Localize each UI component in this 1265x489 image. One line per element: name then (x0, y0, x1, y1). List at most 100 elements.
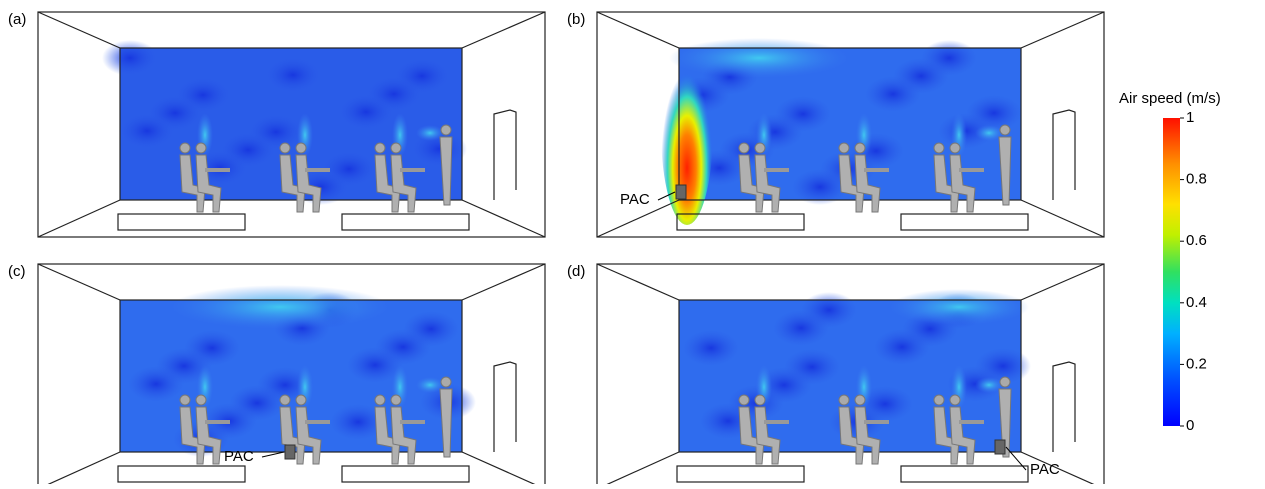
room-edge (462, 264, 545, 300)
flow-blob (874, 329, 930, 365)
occupant-head (196, 143, 206, 153)
desk (764, 420, 789, 424)
occupant-head (375, 143, 385, 153)
bench (118, 214, 245, 230)
bench (677, 466, 804, 482)
desk (400, 420, 425, 424)
flow-blob (265, 57, 321, 93)
occupant-head (950, 143, 960, 153)
desk (305, 420, 330, 424)
occupant-head (296, 395, 306, 405)
desk (205, 168, 230, 172)
occupant-head (739, 395, 749, 405)
bench (118, 466, 245, 482)
colorbar-tick-label: 0.4 (1186, 294, 1207, 311)
panel-label: (b) (567, 11, 585, 28)
room-edge (38, 12, 120, 48)
room-edge (38, 200, 120, 237)
occupant-head (755, 395, 765, 405)
pac-unit (676, 185, 686, 199)
colorbar-tick-label: 0 (1186, 417, 1194, 434)
room-edge (462, 12, 545, 48)
occupant-head (739, 143, 749, 153)
flow-blob (683, 330, 739, 366)
panel-label: (a) (8, 11, 26, 28)
occupant-head (296, 143, 306, 153)
bench (342, 214, 469, 230)
occupant-head (839, 143, 849, 153)
occupant-head (934, 395, 944, 405)
flow-blob (170, 285, 390, 329)
desk (205, 420, 230, 424)
occupant-head (280, 143, 290, 153)
flow-blob (119, 113, 175, 149)
pac-label: PAC (224, 448, 254, 465)
desk (959, 168, 984, 172)
room-edge (462, 200, 545, 237)
panel: (d) PAC (567, 263, 1104, 484)
occupant-head (280, 395, 290, 405)
desk (864, 420, 889, 424)
occupant-head (934, 143, 944, 153)
door (1053, 362, 1075, 452)
colorbar-title: Air speed (m/s) (1119, 90, 1221, 107)
occupant-head (196, 395, 206, 405)
room-edge (597, 452, 679, 484)
room-edge (1021, 200, 1104, 237)
room-edge (597, 12, 679, 48)
occupant-head (1000, 377, 1010, 387)
occupant-head (180, 143, 190, 153)
figure: Air speed (m/s) (a) (b) PAC (c) PAC (d) PAC 0 0.… (0, 0, 1265, 484)
room-edge (462, 452, 545, 484)
room-edge (38, 452, 120, 484)
colorbar-tick-label: 0.6 (1186, 232, 1207, 249)
panel: (b) PAC (567, 11, 1104, 237)
desk (864, 168, 889, 172)
occupant-head (1000, 125, 1010, 135)
panel-label: (d) (567, 263, 585, 280)
panel: (a) (8, 11, 545, 237)
door (494, 110, 516, 200)
pac-unit (285, 445, 295, 459)
panel: (c) PAC (8, 263, 545, 484)
occupant-head (755, 143, 765, 153)
occupant-head (391, 395, 401, 405)
room-edge (597, 264, 679, 300)
desk (764, 168, 789, 172)
desk (959, 420, 984, 424)
colorbar (1163, 118, 1180, 426)
occupant-head (855, 395, 865, 405)
desk (305, 168, 330, 172)
colorbar-tick-label: 1 (1186, 109, 1194, 126)
flow-blob (102, 40, 158, 76)
flow-blob (889, 289, 1029, 325)
pac-label: PAC (1030, 461, 1060, 478)
flow-blob (338, 94, 394, 130)
flow-blob (865, 76, 921, 112)
occupant-head (950, 395, 960, 405)
room-edge (1021, 12, 1104, 48)
door (1053, 110, 1075, 200)
panel-label: (c) (8, 263, 26, 280)
door (494, 362, 516, 452)
pac-unit (995, 440, 1005, 454)
bench (901, 214, 1028, 230)
bench (901, 466, 1028, 482)
occupant-head (391, 143, 401, 153)
pac-arrow (262, 452, 284, 457)
flow-blob (773, 310, 829, 346)
colorbar-tick-label: 0.8 (1186, 171, 1207, 188)
occupant-head (855, 143, 865, 153)
bench (342, 466, 469, 482)
occupant-head (441, 125, 451, 135)
colorbar-tick-label: 0.2 (1186, 355, 1207, 372)
occupant-head (839, 395, 849, 405)
pac-label: PAC (620, 191, 650, 208)
flow-blob (669, 38, 849, 78)
occupant-head (441, 377, 451, 387)
room-edge (38, 264, 120, 300)
occupant-head (375, 395, 385, 405)
room-edge (1021, 264, 1104, 300)
occupant-head (180, 395, 190, 405)
desk (400, 168, 425, 172)
